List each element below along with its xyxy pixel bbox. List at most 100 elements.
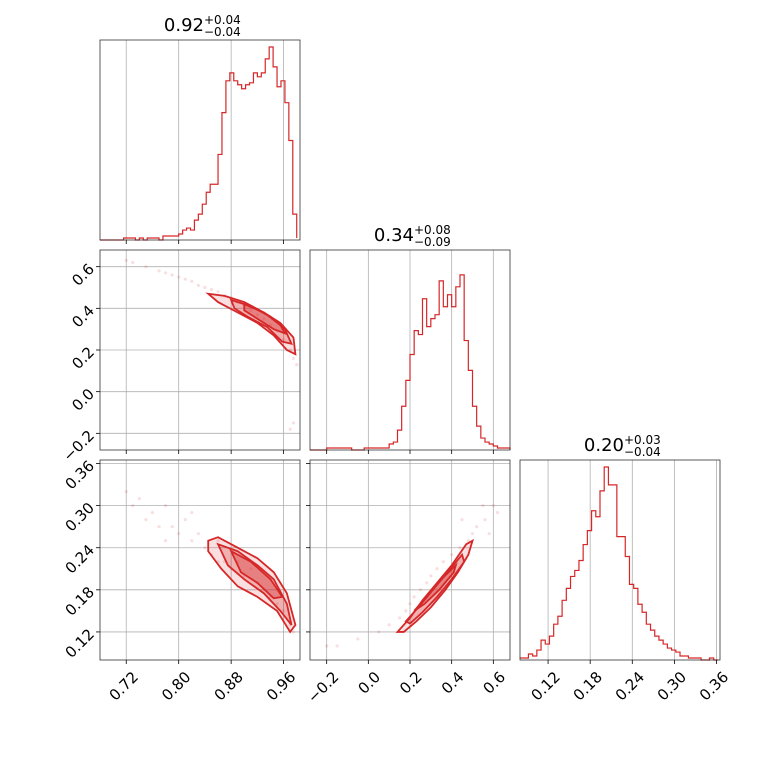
sample-point: [249, 308, 253, 313]
sample-point: [150, 511, 155, 515]
title-p1: 0.92 +0.04−0.04: [164, 13, 241, 39]
sample-point: [157, 269, 161, 273]
sample-point: [196, 283, 200, 288]
sample-point: [203, 546, 207, 550]
sample-point: [325, 644, 329, 648]
sample-point: [137, 496, 141, 501]
panel-frame: [99, 39, 301, 241]
sample-point: [481, 504, 485, 508]
sample-point: [487, 532, 491, 536]
x-tick-label: 0.30: [654, 668, 690, 704]
sample-point: [450, 553, 454, 557]
panel-frame: [519, 459, 721, 661]
title-minus-error: −0.04: [624, 445, 661, 459]
sample-point: [255, 312, 259, 317]
y-tick-label: 0.18: [62, 583, 98, 619]
sample-point: [177, 275, 181, 279]
panel-frame: [99, 459, 301, 661]
sample-point: [177, 532, 181, 536]
sample-point: [190, 539, 194, 543]
x-tick-label: 0.24: [612, 668, 648, 704]
sample-point: [216, 539, 220, 543]
x-tick-label: 0.4: [438, 668, 468, 698]
y-tick-label: 0.4: [68, 302, 98, 332]
y-tick-label: 0.12: [62, 625, 98, 661]
hist-panel-p3: 0.12 0.18 0.24 0.30 0.36 0.20 +0.03−0.04: [519, 433, 732, 704]
pair-panel-p2-p3: −0.2 0.0 0.2 0.4 0.6: [304, 459, 511, 707]
x-tick-label: 0.80: [158, 668, 194, 704]
x-tick-label: 0.96: [263, 668, 299, 704]
x-tick-label: 0.18: [570, 668, 606, 704]
x-tick-label: 0.6: [479, 668, 509, 698]
sample-point: [275, 602, 279, 606]
contour-level-3: [413, 562, 458, 612]
sample-point: [435, 567, 439, 571]
sample-point: [249, 567, 253, 571]
sample-point: [475, 525, 479, 529]
sample-point: [216, 290, 220, 294]
y-tick-label: 0.6: [68, 260, 98, 290]
sample-point: [377, 630, 381, 634]
sample-point: [282, 609, 286, 613]
sample-point: [131, 260, 135, 265]
pair-panel-p1-p3: 0.72 0.80 0.88 0.96 0.12 0.18 0.24 0.30 0.36: [62, 457, 301, 704]
sample-point: [291, 421, 296, 425]
x-tick-label: 0.2: [396, 668, 426, 698]
y-tick-label: 0.36: [62, 457, 98, 493]
sample-point: [491, 504, 495, 508]
title-value: 0.34: [374, 225, 414, 246]
sample-point: [144, 518, 148, 522]
sample-point: [157, 525, 161, 529]
y-tick-label: 0.24: [62, 541, 98, 577]
sample-point: [282, 337, 286, 342]
sample-point: [441, 560, 445, 564]
sample-point: [412, 595, 416, 599]
x-tick-label: 0.72: [106, 668, 142, 704]
title-plus-error: +0.04: [204, 13, 241, 27]
sample-point: [163, 271, 168, 275]
sample-point: [291, 356, 296, 360]
contour-level-1: [205, 292, 297, 356]
title-value: 0.92: [164, 15, 204, 36]
sample-point: [495, 511, 500, 515]
sample-point: [131, 504, 135, 508]
title-value: 0.20: [584, 435, 624, 456]
contour-level-3: [243, 302, 287, 336]
sample-point: [418, 588, 423, 592]
sample-point: [397, 616, 402, 620]
sample-point: [458, 546, 462, 550]
sample-point: [356, 637, 360, 641]
sample-point: [144, 265, 148, 269]
x-tick-label: −0.2: [304, 668, 342, 706]
sample-point: [163, 539, 168, 543]
sample-point: [295, 362, 299, 367]
hist-panel-p2: 0.34 +0.08−0.09: [309, 223, 511, 454]
sample-point: [124, 489, 128, 494]
sample-point: [203, 285, 207, 290]
sample-point: [288, 427, 292, 431]
sample-point: [183, 518, 187, 522]
sample-point: [291, 630, 296, 634]
y-tick-label: −0.2: [60, 427, 98, 465]
sample-point: [183, 277, 187, 281]
sample-point: [483, 518, 487, 522]
histogram-p3: [520, 466, 718, 661]
x-tick-label: 0.12: [527, 668, 563, 704]
sample-point: [124, 258, 128, 263]
y-tick-label: 0.2: [68, 343, 98, 373]
sample-point: [190, 279, 194, 283]
sample-point: [209, 287, 214, 292]
sample-point: [404, 609, 408, 613]
sample-point: [170, 273, 174, 277]
title-minus-error: −0.04: [204, 25, 241, 39]
sample-point: [470, 532, 475, 536]
sample-point: [170, 525, 174, 529]
title-p2: 0.34 +0.08−0.09: [374, 223, 451, 249]
sample-point: [408, 602, 412, 606]
sample-point: [460, 518, 464, 522]
sample-point: [190, 511, 194, 515]
pair-panel-p1-p2: −0.2 0.0 0.2 0.4 0.6: [60, 249, 301, 465]
sample-point: [425, 581, 429, 585]
sample-point: [387, 623, 391, 627]
